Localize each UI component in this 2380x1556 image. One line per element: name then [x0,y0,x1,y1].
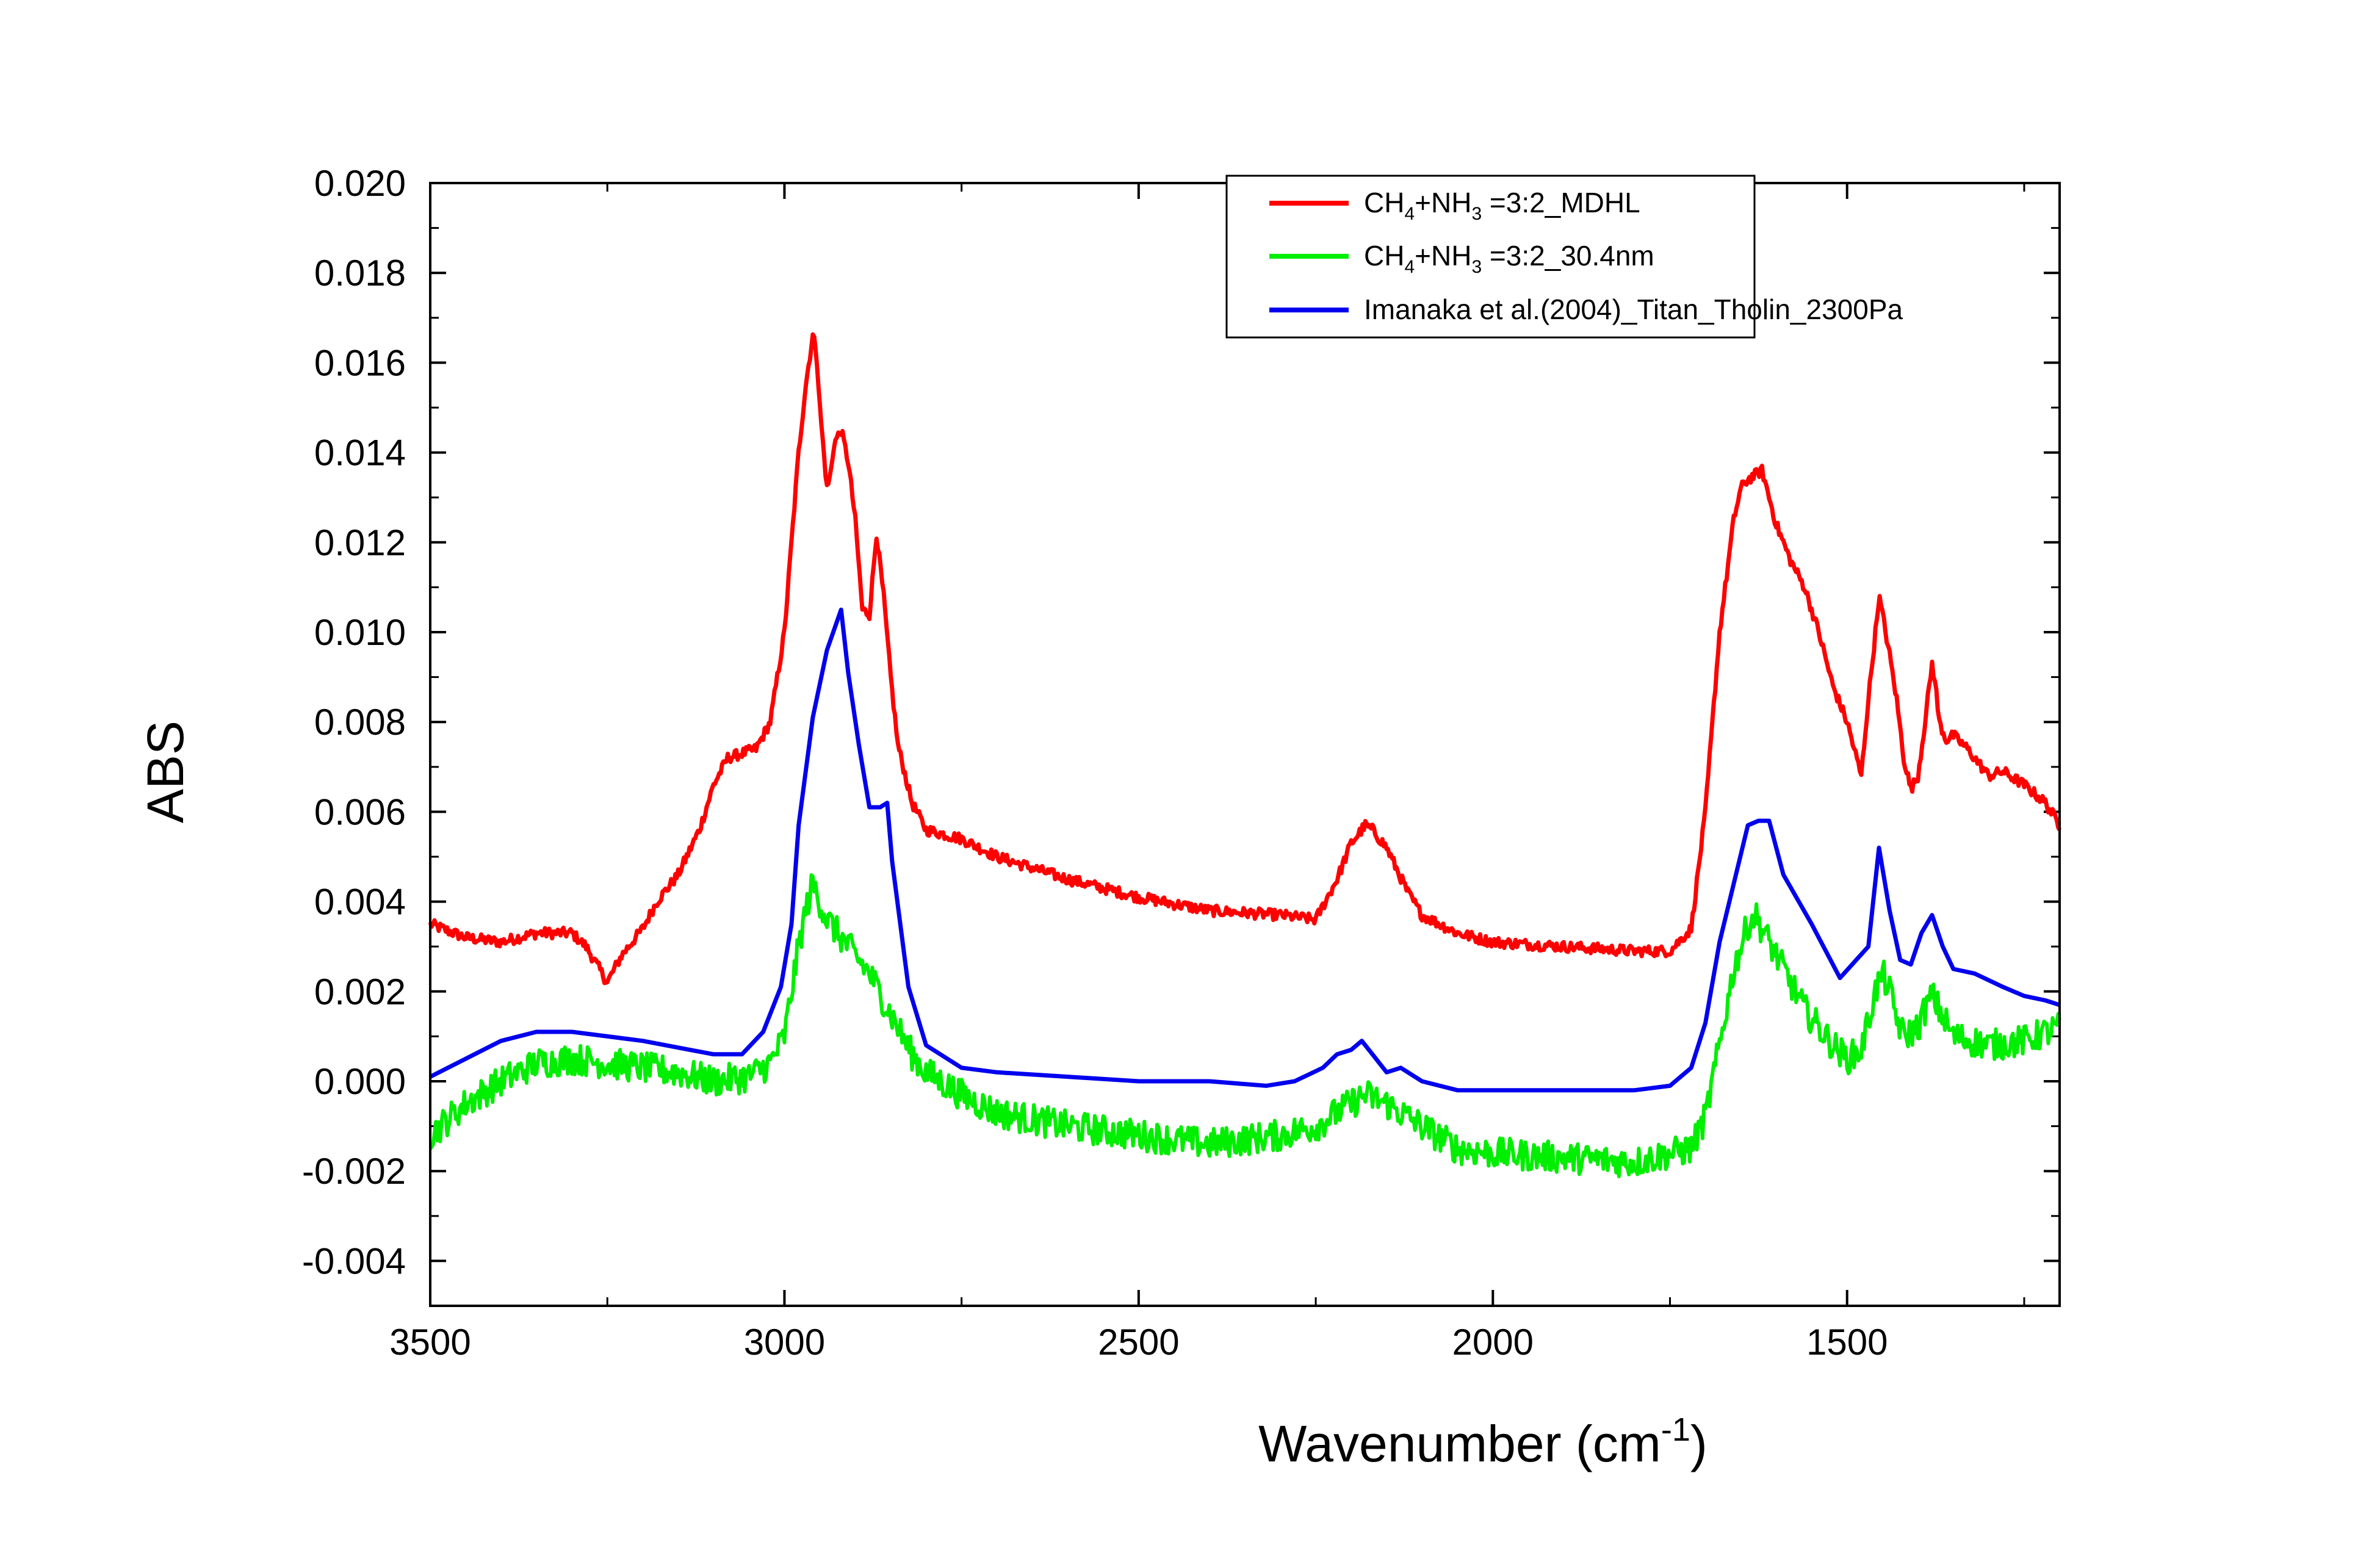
legend-label-2: CH4+NH3 =3:2_30.4nm [1364,240,1654,277]
series-line-1 [428,332,2062,985]
legend-1-sub-a: 4 [1404,204,1415,224]
x-tick-label: 1500 [1806,1322,1888,1363]
legend-entry-2: CH4+NH3 =3:2_30.4nm [1269,240,1654,277]
legend-2-part-c: =3:2_30.4nm [1482,240,1654,272]
series-line-3 [429,607,2061,1093]
y-tick-label: -0.002 [302,1151,406,1192]
y-tick-label: -0.004 [302,1241,406,1281]
x-axis-title-main: Wavenumber (cm [1258,1415,1661,1472]
series-line-2 [428,873,2061,1178]
legend-entry-3: Imanaka et al.(2004)_Titan_Tholin_2300Pa [1269,294,1903,325]
legend-1-part-b: +NH [1415,187,1471,218]
y-tick-label: 0.000 [314,1061,406,1102]
plot-series [428,332,2062,1178]
y-tick-label: 0.006 [314,791,406,832]
legend-label-1: CH4+NH3 =3:2_MDHL [1364,187,1640,224]
x-axis-title-sup: -1 [1661,1411,1690,1448]
legend-entry-1: CH4+NH3 =3:2_MDHL [1269,187,1640,224]
legend-2-sub-b: 3 [1471,257,1482,277]
y-tick-label: 0.016 [314,342,406,383]
y-axis-ticks: -0.004 -0.002 0.000 0.002 0.004 0.006 0.008 0.0… [302,163,2060,1281]
y-tick-label: 0.004 [314,882,406,923]
x-axis-ticks: 3500 3000 2500 2000 1500 [389,183,2025,1363]
legend-1-part-a: CH [1364,187,1404,218]
y-tick-label: 0.018 [314,253,406,294]
y-tick-label: 0.008 [314,702,406,743]
legend: CH4+NH3 =3:2_MDHL CH4+NH3 =3:2_30.4nm Im… [1225,175,1903,339]
legend-2-part-b: +NH [1415,240,1471,272]
x-tick-label: 2000 [1452,1322,1534,1363]
y-tick-label: 0.020 [314,163,406,204]
x-tick-label: 2500 [1098,1322,1179,1363]
x-axis-title: Wavenumber (cm-1) [1258,1411,1707,1472]
legend-2-sub-a: 4 [1404,257,1415,277]
x-axis-title-end: ) [1690,1415,1707,1472]
y-axis-title: ABS [137,721,194,823]
y-tick-label: 0.010 [314,612,406,653]
x-tick-label: 3500 [389,1322,471,1363]
y-tick-label: 0.002 [314,971,406,1012]
legend-1-sub-b: 3 [1471,204,1482,224]
legend-label-3: Imanaka et al.(2004)_Titan_Tholin_2300Pa [1364,294,1903,325]
legend-1-part-c: =3:2_MDHL [1482,187,1640,218]
y-tick-label: 0.012 [314,522,406,563]
y-tick-label: 0.014 [314,433,406,474]
legend-2-part-a: CH [1364,240,1404,272]
x-tick-label: 3000 [744,1322,825,1363]
